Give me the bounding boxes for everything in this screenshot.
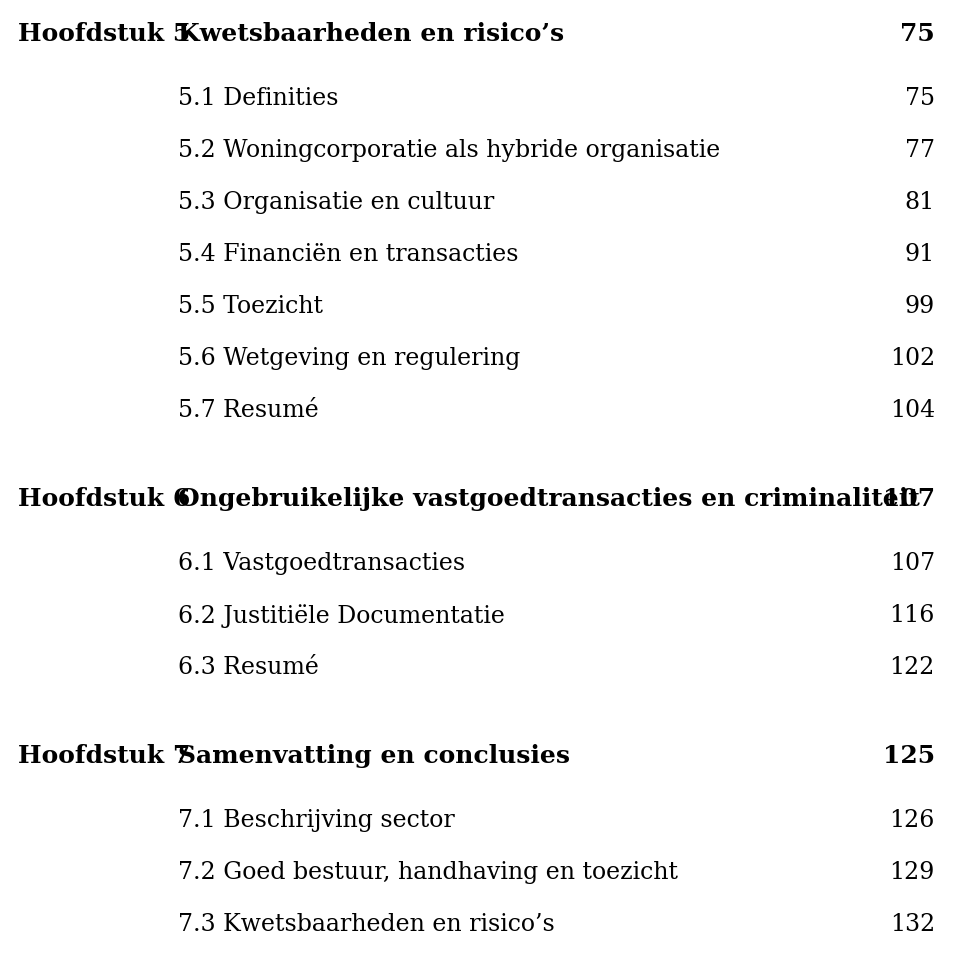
Text: Hoofdstuk 6: Hoofdstuk 6 (18, 487, 190, 511)
Text: 107: 107 (883, 487, 935, 511)
Text: 5.7 Resumé: 5.7 Resumé (178, 399, 319, 422)
Text: 6.1 Vastgoedtransacties: 6.1 Vastgoedtransacties (178, 552, 466, 575)
Text: 7.3 Kwetsbaarheden en risico’s: 7.3 Kwetsbaarheden en risico’s (178, 913, 555, 936)
Text: 5.5 Toezicht: 5.5 Toezicht (178, 295, 323, 318)
Text: 5.3 Organisatie en cultuur: 5.3 Organisatie en cultuur (178, 191, 494, 214)
Text: 75: 75 (905, 87, 935, 110)
Text: 5.4 Financiën en transacties: 5.4 Financiën en transacties (178, 243, 518, 266)
Text: 125: 125 (883, 744, 935, 768)
Text: 102: 102 (890, 347, 935, 370)
Text: 5.6 Wetgeving en regulering: 5.6 Wetgeving en regulering (178, 347, 520, 370)
Text: 132: 132 (890, 913, 935, 936)
Text: Hoofdstuk 5: Hoofdstuk 5 (18, 22, 190, 46)
Text: Hoofdstuk 7: Hoofdstuk 7 (18, 744, 190, 768)
Text: 5.1 Definities: 5.1 Definities (178, 87, 339, 110)
Text: Kwetsbaarheden en risico’s: Kwetsbaarheden en risico’s (178, 22, 564, 46)
Text: 126: 126 (890, 809, 935, 832)
Text: 75: 75 (900, 22, 935, 46)
Text: 5.2 Woningcorporatie als hybride organisatie: 5.2 Woningcorporatie als hybride organis… (178, 139, 720, 162)
Text: 7.2 Goed bestuur, handhaving en toezicht: 7.2 Goed bestuur, handhaving en toezicht (178, 861, 678, 884)
Text: 6.3 Resumé: 6.3 Resumé (178, 656, 319, 679)
Text: 116: 116 (890, 604, 935, 627)
Text: 129: 129 (890, 861, 935, 884)
Text: 122: 122 (890, 656, 935, 679)
Text: 91: 91 (904, 243, 935, 266)
Text: Ongebruikelijke vastgoedtransacties en criminaliteit: Ongebruikelijke vastgoedtransacties en c… (178, 487, 920, 511)
Text: Samenvatting en conclusies: Samenvatting en conclusies (178, 744, 570, 768)
Text: 77: 77 (905, 139, 935, 162)
Text: 104: 104 (890, 399, 935, 422)
Text: 6.2 Justitiële Documentatie: 6.2 Justitiële Documentatie (178, 604, 505, 628)
Text: 81: 81 (904, 191, 935, 214)
Text: 99: 99 (904, 295, 935, 318)
Text: 107: 107 (890, 552, 935, 575)
Text: 7.1 Beschrijving sector: 7.1 Beschrijving sector (178, 809, 455, 832)
